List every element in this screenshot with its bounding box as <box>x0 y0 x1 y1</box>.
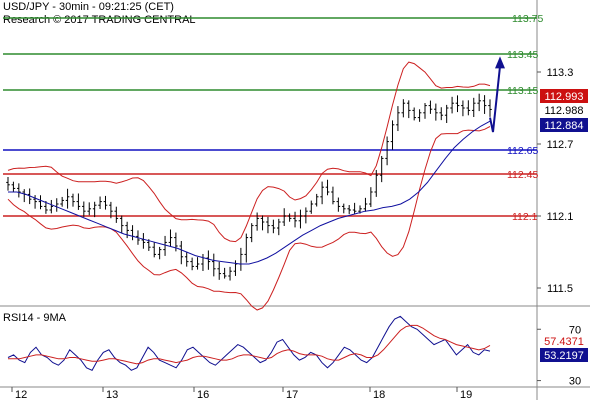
rsi-tick-label: 30 <box>569 376 581 388</box>
rsi-badge-label: 53.2197 <box>544 350 584 362</box>
moving-average-line <box>8 120 491 265</box>
y-tick-label: 112.7 <box>547 139 574 151</box>
x-tick-label: 19 <box>460 389 472 400</box>
research-credit: Research © 2017 TRADING CENTRAL <box>3 14 196 26</box>
chart-title: USD/JPY - 30min - 09:21:25 (CET) <box>3 1 174 13</box>
x-tick-label: 18 <box>373 389 385 400</box>
y-tick-label: 112.1 <box>547 211 574 223</box>
x-tick-label: 12 <box>15 389 27 400</box>
rsi-ma-line <box>8 324 491 365</box>
level-label: 112.65 <box>507 145 538 157</box>
price-badge-label: 112.988 <box>545 105 584 117</box>
rsi-line <box>7 315 491 371</box>
price-badge <box>540 89 588 103</box>
price-badge-label: 112.884 <box>545 120 584 132</box>
level-label: 112.45 <box>507 169 538 181</box>
level-label: 113.75 <box>512 13 543 25</box>
level-label: 113.45 <box>507 49 538 61</box>
y-tick-label: 111.5 <box>547 283 573 295</box>
rsi-tick-label: 70 <box>569 324 581 336</box>
rsi-badge-label: 57.4371 <box>544 336 584 348</box>
upper-band-line <box>7 61 491 243</box>
level-label: 112.1 <box>512 211 538 223</box>
level-label: 113.15 <box>507 85 538 97</box>
x-tick-label: 17 <box>286 389 298 400</box>
projection-arrow <box>489 66 501 133</box>
rsi-title: RSI14 - 9MA <box>3 312 67 324</box>
x-tick-label: 13 <box>106 389 118 400</box>
x-tick-label: 16 <box>197 389 209 400</box>
price-badge-label: 112.993 <box>545 91 584 103</box>
y-tick-label: 113.3 <box>547 67 574 79</box>
price-badge <box>540 118 588 132</box>
projection-arrow-head <box>495 56 505 69</box>
rsi-badge <box>540 348 588 362</box>
lower-band-line <box>7 126 491 311</box>
rsi-badge <box>540 334 588 348</box>
price-badge <box>540 103 588 117</box>
